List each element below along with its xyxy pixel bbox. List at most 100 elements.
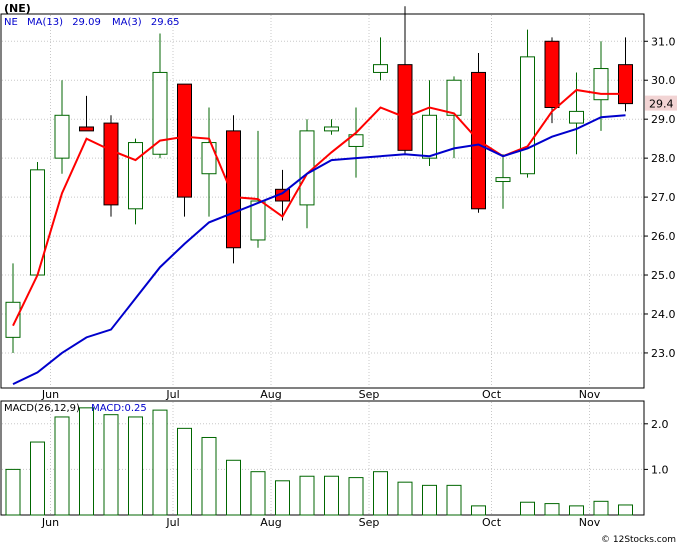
- macd-bar: [373, 471, 388, 516]
- macd-bar: [54, 416, 70, 516]
- macd-bar: [544, 503, 560, 516]
- price-tick-label: 28.0: [651, 152, 676, 165]
- macd-y-ticks: 1.0 2.0: [644, 418, 669, 476]
- macd-grid: [2, 402, 643, 514]
- candle-body: [618, 64, 633, 105]
- candle-body: [152, 71, 168, 155]
- candle-body: [299, 130, 315, 206]
- month-label-top: Jul: [165, 388, 179, 401]
- price-tick-label: 26.0: [651, 230, 676, 243]
- price-tick-label: 30.0: [651, 74, 676, 87]
- macd-legend-value: MACD:0.25: [91, 403, 147, 414]
- macd-bar: [201, 436, 217, 516]
- month-label-bottom: Nov: [579, 516, 601, 529]
- month-axis-bottom: Jun Jul Aug Sep Oct Nov: [41, 516, 601, 529]
- price-tick-label: 23.0: [651, 347, 676, 360]
- candle-body: [348, 134, 364, 147]
- macd-tick-label: 1.0: [651, 463, 669, 476]
- price-tick-label: 24.0: [651, 308, 676, 321]
- macd-bar: [250, 471, 266, 516]
- legend-ma3-value: 29.65: [151, 17, 180, 28]
- month-label-bottom: Oct: [482, 516, 502, 529]
- ma13-line: [12, 114, 626, 386]
- macd-bar: [275, 480, 290, 516]
- candle-body: [226, 130, 241, 249]
- candle-body: [79, 126, 94, 132]
- macd-bar: [569, 505, 584, 516]
- candle-body: [446, 79, 462, 116]
- price-y-ticks: 23.0 24.0 25.0 26.0 27.0 28.0 29.0 30.0 31.0: [644, 35, 676, 360]
- candle-body: [520, 56, 535, 175]
- macd-bar: [152, 409, 168, 516]
- macd-bar: [348, 477, 364, 516]
- macd-bar: [422, 484, 437, 516]
- month-label-bottom: Sep: [359, 516, 380, 529]
- candle-body: [569, 110, 584, 124]
- price-legend: NE MA(13) 29.09 MA(3) 29.65: [4, 17, 179, 28]
- month-label-top: Nov: [579, 388, 601, 401]
- macd-bar: [103, 414, 119, 516]
- macd-tick-label: 2.0: [651, 418, 669, 431]
- month-label-bottom: Jul: [165, 516, 179, 529]
- candle-body: [103, 122, 119, 206]
- price-tick-label: 25.0: [651, 269, 676, 282]
- candle-body: [324, 126, 339, 132]
- candle-body: [250, 200, 266, 241]
- macd-legend-label: MACD(26,12,9): [4, 403, 80, 414]
- macd-bar: [618, 504, 633, 516]
- macd-bar: [177, 427, 192, 516]
- last-price-label: 29.4: [649, 98, 674, 111]
- candle-body: [544, 40, 560, 108]
- month-axis-top: Jun Jul Aug Sep Oct Nov: [41, 388, 601, 401]
- legend-ma13-label: MA(13): [27, 17, 63, 28]
- candles: [5, 6, 633, 353]
- chart-title: (NE): [4, 2, 31, 15]
- macd-bar: [324, 475, 339, 516]
- ma3-line: [12, 88, 626, 327]
- footer-credit: © 12Stocks.com: [601, 535, 676, 545]
- macd-bars: [5, 407, 633, 516]
- candle-body: [128, 142, 143, 210]
- price-panel: 23.0 24.0 25.0 26.0 27.0 28.0 29.0 30.0 31.0 NE …: [0, 6, 677, 389]
- candle-body: [397, 64, 413, 151]
- month-label-top: Sep: [359, 388, 380, 401]
- macd-bar: [397, 481, 413, 516]
- macd-bar: [128, 416, 143, 516]
- candle-body: [5, 301, 21, 338]
- macd-bar: [30, 441, 45, 516]
- macd-bar: [593, 500, 609, 516]
- month-label-top: Aug: [260, 388, 281, 401]
- legend-ma13-value: 29.09: [72, 17, 101, 28]
- month-label-top: Jun: [41, 388, 59, 401]
- month-label-bottom: Jun: [41, 516, 59, 529]
- macd-bar: [299, 475, 315, 516]
- price-tick-label: 31.0: [651, 35, 676, 48]
- candle-body: [593, 68, 609, 101]
- legend-ticker: NE: [4, 17, 18, 28]
- candle-body: [373, 64, 388, 73]
- macd-bar: [226, 459, 241, 516]
- macd-bar: [520, 501, 535, 516]
- svg-text:NE MA(13) 29.0: NE MA(13) 29.09 MA(3) 29.65: [4, 17, 179, 28]
- macd-bar: [5, 468, 21, 516]
- month-label-bottom: Aug: [260, 516, 281, 529]
- last-price-badge: 29.4: [645, 95, 677, 111]
- price-tick-label: 29.0: [651, 113, 676, 126]
- macd-panel: 1.0 2.0 MACD(26,12,9) MACD:0.25: [0, 400, 669, 516]
- macd-panel-frame: [0, 400, 645, 516]
- candle-body: [422, 114, 437, 159]
- candle-body: [54, 114, 70, 159]
- month-label-top: Oct: [482, 388, 502, 401]
- price-grid: [2, 15, 643, 387]
- candle-body: [201, 142, 217, 175]
- candle-body: [495, 177, 511, 183]
- last-price-bg: [645, 95, 677, 111]
- price-tick-label: 27.0: [651, 191, 676, 204]
- svg-text:MACD(26,12,9) MACD:0.25: MACD(26,12,9) MACD:0.25: [4, 403, 147, 414]
- macd-bar: [79, 407, 94, 516]
- macd-bar: [446, 484, 462, 516]
- ma-lines: [12, 88, 626, 386]
- macd-bar: [471, 505, 486, 516]
- candle-body: [177, 83, 192, 198]
